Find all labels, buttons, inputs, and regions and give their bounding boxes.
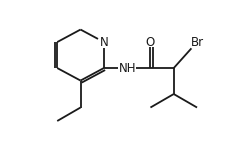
Text: Br: Br — [190, 36, 204, 49]
Text: N: N — [99, 36, 108, 49]
Text: NH: NH — [118, 61, 136, 75]
Text: O: O — [146, 36, 155, 49]
